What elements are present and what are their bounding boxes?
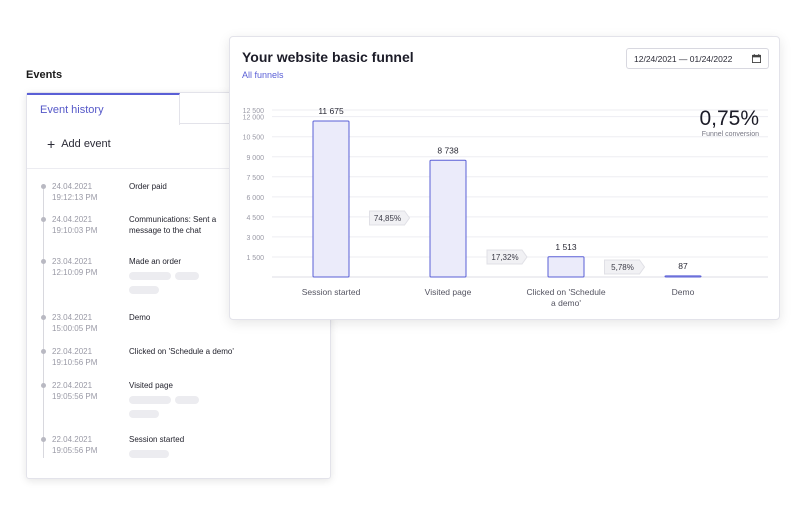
plus-icon: + [47,135,56,152]
event-time: 19:05:56 PM [52,446,98,455]
bar-0 [312,120,350,278]
y-tick-label: 3 000 [246,235,264,242]
event-time: 19:05:56 PM [52,392,98,401]
event-date: 24.04.2021 [52,182,93,191]
y-tick-label: 1 500 [246,255,264,262]
all-funnels-link[interactable]: All funnels [242,70,284,80]
placeholder-pill [129,396,171,404]
x-category-label: Demo [672,287,695,297]
y-tick-label: 9 000 [246,155,264,162]
event-time: 15:00:05 PM [52,324,98,333]
event-datetime: 22.04.2021 19:05:56 PM [52,380,122,402]
event-date: 23.04.2021 [52,257,93,266]
step-rate-badge [369,210,411,226]
bar-value-label: 8 738 [437,145,459,155]
date-range-picker[interactable]: 12/24/2021 — 01/24/2022 [626,48,769,69]
event-title: Visited page [129,381,173,390]
event-time: 19:12:13 PM [52,193,98,202]
event-date: 22.04.2021 [52,435,93,444]
event-title: Demo [129,313,151,322]
conversion-value: 0,75% [699,107,759,130]
timeline-line [43,186,44,458]
placeholder-pill [175,396,199,404]
timeline-dot [41,315,46,320]
funnel-chart: 1 500 3 000 4 500 6 000 7 500 9 000 10 500 12 0… [243,106,768,308]
y-tick-label: 10 500 [243,135,265,142]
event-date: 22.04.2021 [52,381,93,390]
step-rate-badge [486,249,528,265]
y-tick-label: 12 000 [243,115,265,122]
placeholder-pill [129,450,169,458]
add-event-label: Add event [61,138,111,150]
event-datetime: 24.04.2021 19:12:13 PM [52,181,122,203]
calendar-icon [752,54,761,63]
conversion-label: Funnel conversion [701,131,759,138]
event-title: Communications: Sent a message to the ch… [129,215,217,235]
x-category-label: Clicked on 'Schedule [526,287,605,297]
event-title: Clicked on 'Schedule a demo' [129,347,234,356]
bar-3 [664,275,702,278]
event-datetime: 24.04.2021 19:10:03 PM [52,214,122,236]
event-title: Session started [129,435,185,444]
timeline-dot [41,259,46,264]
step-rate-badge [604,259,646,275]
event-datetime: 22.04.2021 19:05:56 PM [52,434,122,456]
bar-value-label: 1 513 [555,242,577,252]
events-heading: Events [26,69,63,81]
add-event-button[interactable]: + Add event [47,135,111,152]
event-time: 19:10:56 PM [52,358,98,367]
event-datetime: 23.04.2021 12:10:09 PM [52,256,122,278]
timeline-dot [41,217,46,222]
divider [27,168,332,169]
bar-1 [429,159,467,278]
date-range-value: 12/24/2021 — 01/24/2022 [634,53,733,64]
placeholder-pill [129,286,159,294]
event-time: 19:10:03 PM [52,226,98,235]
placeholder-pill [129,272,171,280]
step-rate-label: 74,85% [374,214,401,223]
event-date: 23.04.2021 [52,313,93,322]
bar-2 [547,256,585,278]
bar-value-label: 87 [678,261,688,271]
event-title: Made an order [129,257,182,266]
y-tick-label: 12 500 [243,108,265,115]
event-datetime: 23.04.2021 15:00:05 PM [52,312,122,334]
event-datetime: 22.04.2021 19:10:56 PM [52,346,122,368]
y-tick-label: 7 500 [246,175,264,182]
funnel-title: Your website basic funnel [242,49,414,65]
timeline-dot [41,349,46,354]
timeline-dot [41,383,46,388]
event-time: 12:10:09 PM [52,268,98,277]
placeholder-pill [129,410,159,418]
y-tick-label: 4 500 [246,215,264,222]
step-rate-label: 17,32% [491,253,518,262]
timeline-dot [41,184,46,189]
bar-value-label: 11 675 [318,106,344,116]
event-title: Order paid [129,182,167,191]
event-date: 22.04.2021 [52,347,93,356]
x-category-label: Session started [302,287,361,297]
tab-event-history-label: Event history [40,104,104,116]
funnel-card: Your website basic funnel All funnels 12… [229,36,780,320]
timeline-dot [41,437,46,442]
x-category-label: Visited page [425,287,472,297]
x-category-label: a demo' [551,298,581,308]
event-date: 24.04.2021 [52,215,93,224]
placeholder-pill [175,272,199,280]
step-rate-label: 5,78% [611,263,634,272]
tab-event-history[interactable]: Event history [27,93,180,125]
y-tick-label: 6 000 [246,195,264,202]
